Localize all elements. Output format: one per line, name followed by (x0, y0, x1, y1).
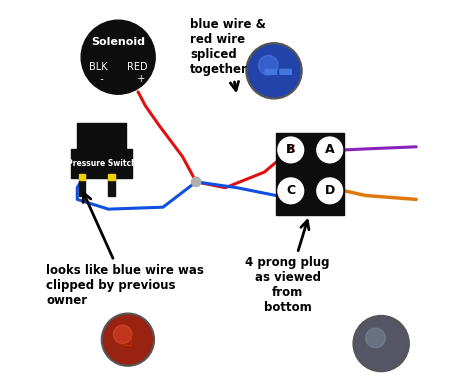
Circle shape (278, 178, 304, 204)
Circle shape (81, 20, 155, 94)
Circle shape (101, 313, 155, 366)
Text: C: C (286, 184, 295, 197)
Bar (276, 133, 344, 215)
Circle shape (259, 56, 278, 75)
Bar (72, 149, 132, 178)
Text: D: D (325, 184, 335, 197)
Circle shape (191, 177, 201, 187)
Circle shape (317, 178, 343, 204)
Text: ⬛: ⬛ (124, 333, 132, 347)
Circle shape (278, 137, 304, 163)
Circle shape (246, 43, 302, 99)
Bar (109, 174, 115, 180)
Text: blue wire &
red wire
spliced
together: blue wire & red wire spliced together (190, 18, 266, 90)
Text: RED
  +: RED + (128, 62, 148, 84)
Text: ▬▬: ▬▬ (262, 62, 294, 80)
Circle shape (103, 315, 152, 364)
Circle shape (356, 318, 407, 369)
Text: BLK
  -: BLK - (90, 62, 108, 84)
Text: looks like blue wire was
clipped by previous
owner: looks like blue wire was clipped by prev… (46, 193, 204, 307)
Bar (109, 176, 115, 196)
Circle shape (317, 137, 343, 163)
Text: Solenoid: Solenoid (91, 38, 145, 47)
Circle shape (353, 316, 409, 371)
Text: ✕: ✕ (285, 143, 296, 156)
Circle shape (248, 45, 300, 97)
Text: Pressure Switch: Pressure Switch (67, 159, 137, 168)
Text: 4 prong plug
as viewed
from
bottom: 4 prong plug as viewed from bottom (246, 221, 330, 314)
Circle shape (113, 325, 132, 344)
Circle shape (366, 328, 385, 348)
Text: A: A (325, 143, 335, 156)
Bar (77, 124, 127, 149)
Bar (79, 176, 85, 196)
Bar (79, 174, 85, 180)
Text: B: B (286, 143, 295, 156)
